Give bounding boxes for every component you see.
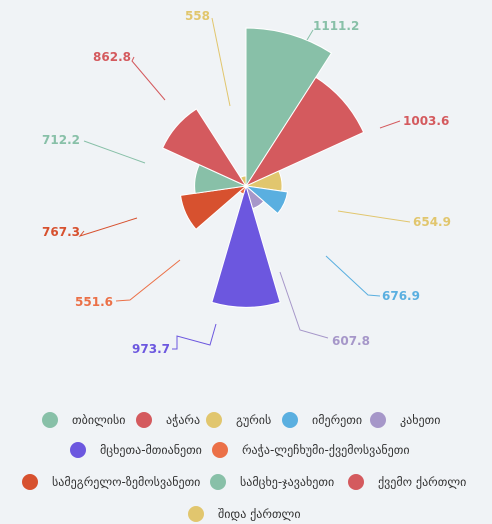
leader-line-2	[379, 120, 401, 129]
legend-swatch	[206, 412, 222, 428]
leader-line-10	[131, 56, 166, 101]
legend-item-3[interactable]: გურის	[206, 412, 271, 428]
legend-swatch	[70, 442, 86, 458]
value-label-5: 607.8	[332, 334, 370, 348]
legend-label: გურის	[236, 413, 272, 427]
slice-10[interactable]	[162, 108, 248, 188]
value-label-7: 551.6	[75, 295, 113, 309]
chart-area: 1111.2 1003.6 654.9 676.9 607.8 973.7 551.6 767…	[42, 9, 451, 356]
slice-6[interactable]	[211, 184, 281, 308]
leader-line-5	[279, 271, 329, 339]
legend-swatch	[210, 474, 226, 490]
legend-swatch	[136, 412, 152, 428]
legend-label: მცხეთა-მთიანეთი	[100, 443, 202, 457]
value-label-9: 712.2	[42, 133, 80, 147]
leader-line-8	[78, 217, 138, 237]
leader-line-4	[325, 255, 381, 297]
leader-line-11	[211, 17, 231, 107]
value-label-2: 1003.6	[403, 114, 449, 128]
legend-label: კახეთი	[400, 413, 441, 427]
legend-label: აჭარა	[166, 413, 201, 427]
slice-2[interactable]	[244, 76, 365, 188]
legend-item-6[interactable]: მცხეთა-მთიანეთი	[70, 442, 202, 458]
leader-line-9	[83, 140, 146, 164]
legend-label: სამეგრელო-ზემოსვანეთი	[52, 475, 201, 489]
legend-item-10[interactable]: ქვემო ქართლი	[348, 474, 466, 490]
value-label-11: 558	[185, 9, 210, 23]
slice-1[interactable]	[245, 27, 333, 188]
legend-label: იმერეთი	[312, 413, 363, 427]
legend-swatch	[188, 506, 204, 522]
legend-swatch	[348, 474, 364, 490]
polar-area-chart: 1111.2 1003.6 654.9 676.9 607.8 973.7 551.6 767…	[42, 9, 451, 356]
value-label-4: 676.9	[382, 289, 420, 303]
legend-swatch	[42, 412, 58, 428]
legend-label: სამცხე-ჯავახეთი	[240, 475, 335, 489]
legend-swatch	[370, 412, 386, 428]
value-label-1: 1111.2	[313, 19, 359, 33]
value-label-6: 973.7	[132, 342, 170, 356]
legend-label: თბილისი	[72, 413, 126, 427]
legend-item-8[interactable]: სამეგრელო-ზემოსვანეთი	[22, 474, 200, 490]
legend-item-9[interactable]: სამცხე-ჯავახეთი	[210, 474, 334, 490]
leader-line-7	[115, 259, 181, 302]
legend-item-7[interactable]: რაჭა-ლეჩხუმი-ქვემოსვანეთი	[212, 442, 410, 458]
value-label-8: 767.3	[42, 225, 80, 239]
leader-line-6	[172, 323, 217, 350]
legend-swatch	[282, 412, 298, 428]
leader-line-1	[306, 29, 314, 41]
value-label-10: 862.8	[93, 50, 131, 64]
legend-item-2[interactable]: აჭარა	[136, 412, 200, 428]
legend-label: რაჭა-ლეჩხუმი-ქვემოსვანეთი	[242, 443, 410, 457]
slice-8[interactable]	[180, 185, 248, 230]
legend-item-4[interactable]: იმერეთი	[282, 412, 362, 428]
value-label-3: 654.9	[413, 215, 451, 229]
slice-11[interactable]	[239, 175, 247, 188]
slice-4[interactable]	[244, 185, 289, 215]
leader-line-3	[337, 210, 411, 223]
legend-item-11[interactable]: შიდა ქართლი	[188, 506, 301, 522]
legend-label: ქვემო ქართლი	[378, 475, 467, 489]
legend-item-5[interactable]: კახეთი	[370, 412, 440, 428]
legend-label: შიდა ქართლი	[218, 507, 301, 521]
legend-swatch	[212, 442, 228, 458]
chart-legend: თბილისი აჭარა გურის იმერეთი კახეთი მცხეთა-მთი…	[0, 400, 492, 524]
legend-swatch	[22, 474, 38, 490]
legend-item-1[interactable]: თბილისი	[42, 412, 126, 428]
